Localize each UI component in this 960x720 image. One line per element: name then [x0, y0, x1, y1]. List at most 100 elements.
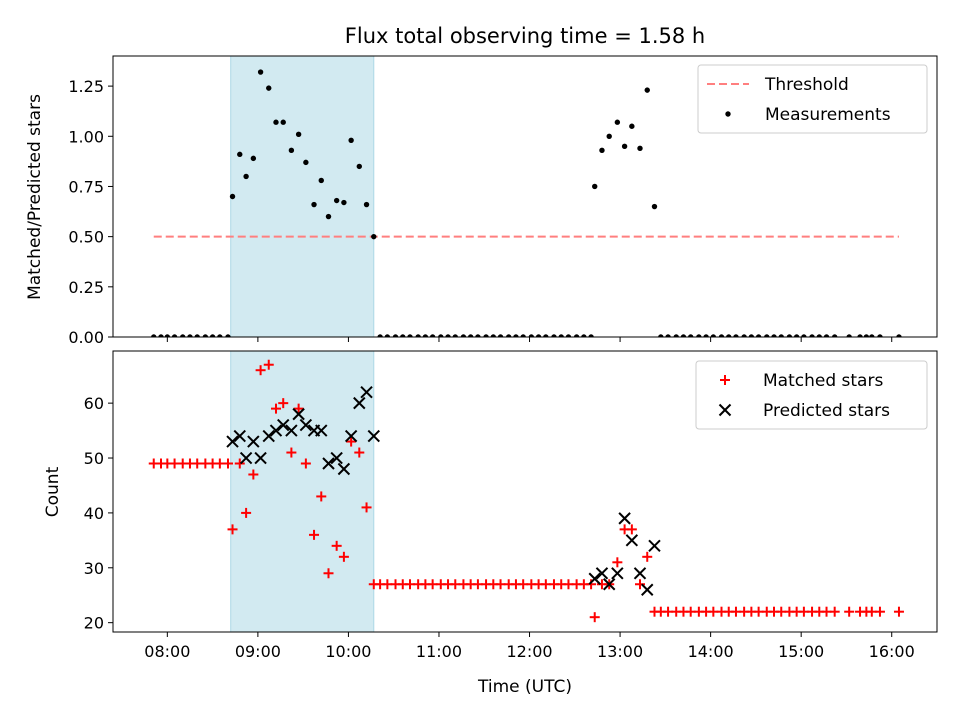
measurement-point — [295, 131, 302, 137]
matched-star-point — [626, 524, 637, 535]
measurement-point — [673, 334, 679, 337]
ratio-frame — [112, 55, 938, 338]
matched-star-point — [354, 447, 365, 458]
measurement-point — [151, 334, 157, 337]
predicted-star-point — [322, 457, 335, 470]
predicted-star-point — [254, 451, 267, 465]
matched-star-point — [844, 606, 855, 617]
measurement-point — [592, 183, 598, 190]
legend-matched-marker — [720, 375, 730, 385]
matched-star-point — [316, 491, 327, 502]
matched-star-point — [270, 403, 281, 414]
matched-star-point — [309, 529, 320, 540]
measurement-point — [415, 334, 421, 337]
predicted-star-point — [337, 462, 351, 476]
legend-predicted-label: Predicted stars — [763, 401, 890, 421]
measurement-point — [180, 334, 186, 337]
x-tick-label: 14:00 — [688, 642, 734, 661]
measurement-point — [250, 155, 257, 162]
measurement-point — [243, 173, 249, 180]
matched-star-point — [241, 507, 252, 518]
predicted-star-point — [625, 534, 639, 547]
y-tick-label: 0.00 — [68, 328, 104, 347]
measurement-point — [665, 334, 671, 337]
measurement-point — [483, 334, 489, 337]
measurement-point — [217, 334, 223, 337]
matched-star-point — [612, 557, 623, 568]
predicted-star-point — [611, 567, 624, 580]
predicted-star-point — [262, 429, 275, 443]
x-tick-label: 12:00 — [506, 642, 552, 661]
predicted-star-point — [641, 583, 654, 596]
matched-star-point — [234, 458, 245, 469]
measurement-point — [771, 334, 777, 337]
measurement-point — [726, 334, 732, 337]
matched-star-point — [634, 579, 645, 590]
predicted-star-point — [595, 567, 609, 580]
ratio-y-axis-label: Matched/Predicted stars — [25, 94, 45, 300]
measurement-point — [452, 334, 458, 337]
measurement-point — [356, 163, 362, 170]
measurement-point — [341, 199, 347, 206]
measurement-point — [877, 334, 883, 337]
matched-star-point — [331, 540, 342, 551]
shaded-interval — [230, 55, 375, 338]
measurement-point — [371, 233, 377, 240]
matched-star-point — [255, 365, 266, 376]
predicted-star-point — [285, 424, 298, 437]
counts-panel: 20 30 40 50 60 08:00 09:00 10:00 11:00 12:00 13:00… — [84, 350, 938, 661]
measurement-point — [363, 201, 370, 208]
matched-star-point — [323, 568, 334, 579]
measurement-point — [831, 334, 838, 337]
shaded-interval — [230, 350, 375, 633]
legend-top: Threshold Measurements — [697, 64, 928, 134]
y-tick-label: 0.50 — [68, 228, 104, 247]
y-tick-label: 1.00 — [68, 127, 104, 146]
measurement-point — [778, 334, 784, 337]
measurement-point — [490, 334, 497, 337]
measurement-point — [209, 334, 216, 337]
measurement-point — [846, 334, 852, 337]
measurement-point — [658, 334, 664, 337]
matched-star-point — [874, 606, 885, 617]
legend-bottom: Matched stars Predicted stars — [695, 360, 928, 430]
x-tick-label: 08:00 — [144, 642, 190, 661]
measurement-point — [460, 334, 467, 337]
predicted-star-point — [292, 407, 305, 421]
predicted-star-point — [353, 396, 366, 410]
measurement-point — [696, 334, 702, 337]
x-tick-label: 09:00 — [235, 642, 281, 661]
measurement-point — [863, 334, 870, 337]
legend-measurements-label: Measurements — [765, 105, 891, 125]
y-tick-label: 0.75 — [68, 177, 104, 196]
measurement-point — [614, 119, 621, 125]
measurement-point — [377, 334, 383, 337]
measurement-point — [288, 147, 295, 154]
counts-y-axis-label: Count — [43, 466, 63, 517]
measurement-point — [400, 334, 406, 337]
matched-star-point — [642, 551, 653, 562]
matched-star-point — [278, 398, 289, 409]
measurement-point — [896, 334, 902, 337]
measurement-point — [816, 334, 822, 337]
predicted-star-point — [269, 424, 283, 437]
measurement-point — [599, 147, 605, 154]
predicted-star-point — [633, 567, 647, 580]
measurement-point — [475, 334, 481, 337]
measurement-point — [801, 334, 807, 337]
matched-star-point — [300, 458, 311, 469]
measurement-point — [637, 145, 643, 152]
measurement-point — [506, 334, 512, 337]
measurement-point — [266, 85, 272, 91]
predicted-star-point — [299, 418, 313, 432]
legend-predicted-marker — [718, 403, 732, 417]
matched-star-point — [589, 612, 600, 623]
measurement-point — [438, 334, 444, 337]
legend-predicted-swatch — [718, 403, 732, 417]
measurement-point — [237, 151, 243, 158]
matched-star-point — [586, 579, 597, 590]
measurement-point — [573, 334, 580, 337]
measurement-point — [644, 87, 650, 93]
y-tick-label: 60 — [84, 394, 104, 413]
predicted-star-point — [247, 435, 260, 448]
